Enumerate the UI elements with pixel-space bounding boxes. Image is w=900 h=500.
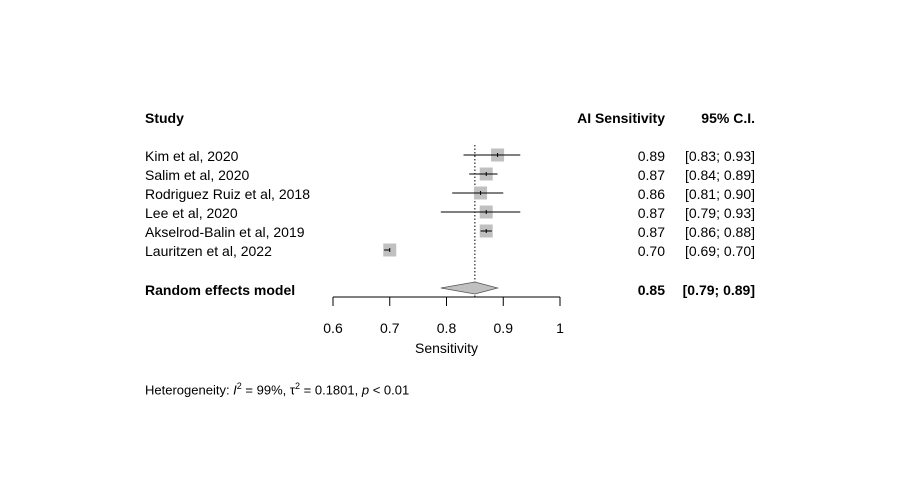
i-squared-exponent: 2 (236, 381, 242, 391)
study-column-header: Study (145, 110, 184, 126)
study-name: Salim et al, 2020 (145, 167, 250, 183)
study-ci: [0.86; 0.88] (684, 224, 755, 240)
summary-estimate: 0.85 (637, 282, 665, 298)
study-ci: [0.83; 0.93] (684, 148, 755, 164)
summary-diamond (440, 281, 500, 295)
study-name: Kim et al, 2020 (145, 148, 239, 164)
study-ci: [0.69; 0.70] (684, 243, 755, 259)
study-estimate: 0.89 (637, 148, 665, 164)
study-estimate: 0.86 (637, 186, 665, 202)
tau-squared-value: = 0.1801, (300, 382, 362, 398)
p-value: < 0.01 (369, 382, 410, 398)
i-squared-symbol: I (233, 382, 237, 398)
summary-model-name: Random effects model (145, 282, 296, 298)
study-estimate: 0.87 (637, 224, 665, 240)
study-name: Lauritzen et al, 2022 (145, 243, 272, 259)
ci-column-header: 95% C.I. (701, 110, 755, 126)
study-name: Lee et al, 2020 (145, 205, 238, 221)
study-estimate: 0.87 (637, 205, 665, 221)
estimate-column-header: AI Sensitivity (577, 110, 665, 126)
x-tick-label: 0.7 (380, 320, 400, 336)
heterogeneity-prefix: Heterogeneity: (145, 382, 234, 398)
tau-squared-exponent: 2 (295, 381, 301, 391)
study-ci: [0.81; 0.90] (684, 186, 755, 202)
i-squared-value: = 99%, (241, 382, 290, 398)
x-tick-label: 0.6 (323, 320, 343, 336)
summary-ci: [0.79; 0.89] (682, 282, 755, 298)
x-axis-label: Sensitivity (415, 340, 478, 356)
study-ci: [0.79; 0.93] (684, 205, 755, 221)
study-name: Akselrod-Balin et al, 2019 (145, 224, 305, 240)
heterogeneity-statement: Heterogeneity: I2 = 99%, τ2 = 0.1801, p … (145, 378, 409, 398)
x-tick-label: 0.9 (494, 320, 514, 336)
tau-squared-symbol: τ (289, 382, 296, 398)
x-tick-label: 0.8 (437, 320, 457, 336)
study-ci: [0.84; 0.89] (684, 167, 755, 183)
study-name: Rodriguez Ruiz et al, 2018 (145, 186, 310, 202)
study-estimate: 0.70 (637, 243, 665, 259)
study-estimate: 0.87 (637, 167, 665, 183)
x-tick-label: 1 (556, 320, 564, 336)
p-symbol: p (361, 382, 370, 398)
